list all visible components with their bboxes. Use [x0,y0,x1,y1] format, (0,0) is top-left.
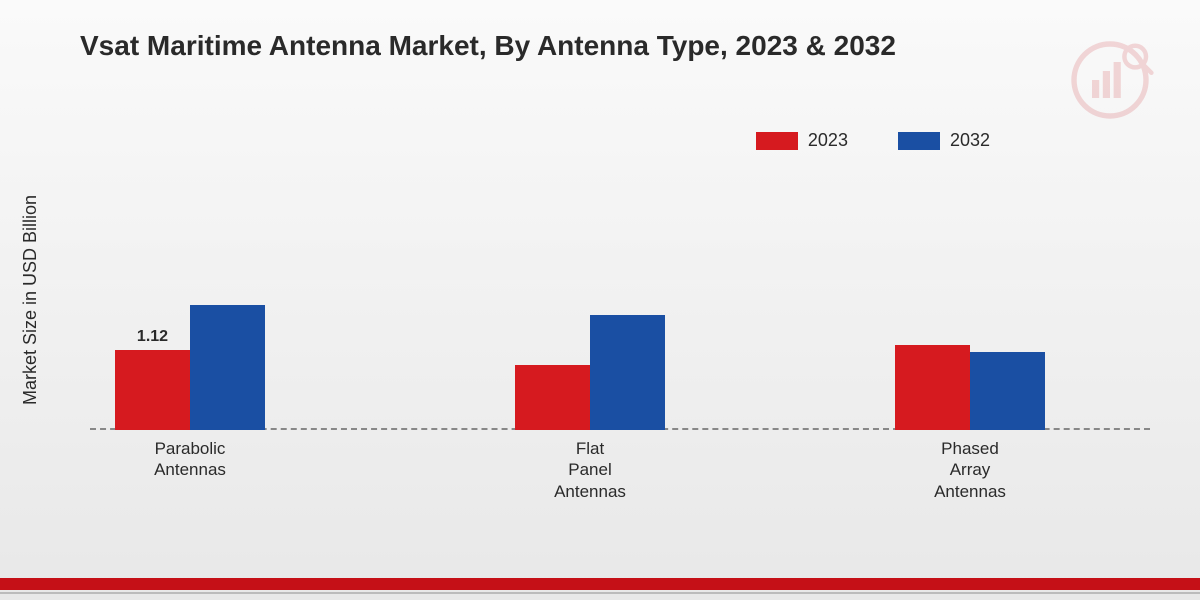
bar-2032 [190,305,265,430]
legend-label-2023: 2023 [808,130,848,151]
y-axis-label: Market Size in USD Billion [20,195,41,405]
bar-value-label: 1.12 [115,328,190,346]
watermark-logo [1065,35,1155,125]
x-axis-category-label: PhasedArrayAntennas [880,438,1060,502]
legend-item-2032: 2032 [898,130,990,151]
bar-2032 [590,315,665,430]
legend-swatch-2032 [898,132,940,150]
bar-group [895,200,1075,430]
chart-legend: 2023 2032 [756,130,990,151]
footer-underline [0,592,1200,594]
x-axis-category-label: FlatPanelAntennas [500,438,680,502]
chart-title: Vsat Maritime Antenna Market, By Antenna… [80,30,896,62]
bar-2023 [515,365,590,430]
legend-swatch-2023 [756,132,798,150]
legend-label-2032: 2032 [950,130,990,151]
legend-item-2023: 2023 [756,130,848,151]
bar-group [515,200,695,430]
bar-2032 [970,352,1045,430]
chart-plot-area: 1.12 [90,200,1150,430]
bar-group: 1.12 [115,200,295,430]
footer-accent-bar [0,578,1200,590]
bar-2023 [115,350,190,430]
bar-2023 [895,345,970,430]
x-axis-category-label: ParabolicAntennas [100,438,280,481]
